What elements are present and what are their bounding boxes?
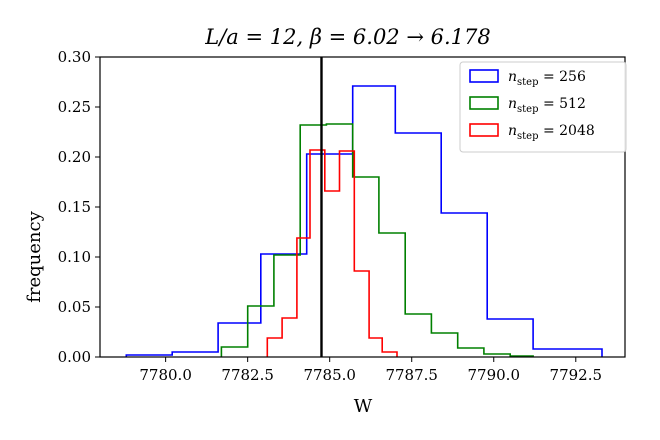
legend: nstep = 256 nstep = 512 nstep = 2048 <box>459 61 627 153</box>
histogram-series-2 <box>220 123 534 357</box>
y-tick-label: 0.00 <box>58 348 91 366</box>
x-tick-label: 7792.5 <box>550 366 603 384</box>
y-tick-label: 0.05 <box>58 298 91 316</box>
histogram-series-3 <box>266 149 398 357</box>
y-tick-label: 0.15 <box>58 198 91 216</box>
ticks-layer: 7780.0 7782.5 7785.0 7787.5 7790.0 7792.5 0.00… <box>58 48 602 384</box>
x-tick-label: 7780.0 <box>139 366 192 384</box>
chart-title: L/a = 12, β = 6.02 → 6.178 <box>204 25 490 49</box>
x-tick-label: 7787.5 <box>385 366 438 384</box>
y-tick-label: 0.20 <box>58 148 91 166</box>
legend-entry-3: nstep = 2048 <box>469 123 595 142</box>
legend-swatch <box>469 96 499 110</box>
series-layer <box>125 85 603 357</box>
legend-label: nstep = 512 <box>508 96 586 115</box>
y-tick-label: 0.30 <box>58 48 91 66</box>
legend-entry-1: nstep = 256 <box>469 69 586 88</box>
legend-swatch <box>469 123 499 137</box>
y-axis-label: frequency <box>24 210 45 302</box>
x-axis-label: W <box>354 396 373 417</box>
x-tick-label: 7790.0 <box>468 366 521 384</box>
legend-entry-2: nstep = 512 <box>469 96 586 115</box>
legend-label: nstep = 2048 <box>508 123 595 142</box>
legend-label: nstep = 256 <box>508 69 586 88</box>
legend-swatch <box>469 69 499 83</box>
histogram-series-1 <box>125 85 603 357</box>
y-tick-label: 0.10 <box>58 248 91 266</box>
y-tick-label: 0.25 <box>58 98 91 116</box>
x-tick-label: 7785.0 <box>303 366 356 384</box>
legend-box <box>459 61 627 153</box>
x-tick-label: 7782.5 <box>221 366 274 384</box>
